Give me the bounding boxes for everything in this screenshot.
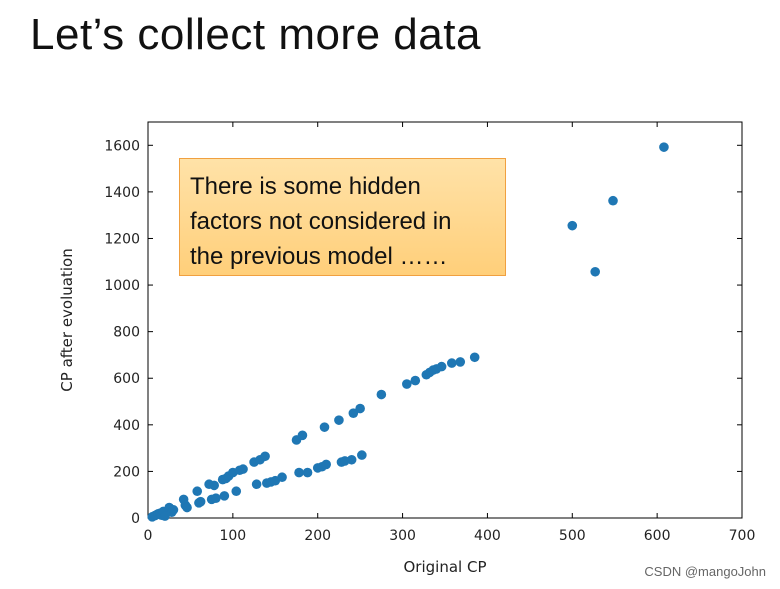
data-point: [376, 389, 387, 400]
data-point: [231, 486, 242, 497]
watermark: CSDN @mangoJohn: [644, 564, 766, 579]
y-tick-label: 1400: [104, 185, 140, 201]
slide-title: Let’s collect more data: [30, 10, 481, 59]
y-tick-label: 200: [113, 464, 140, 480]
data-point: [346, 454, 357, 465]
y-tick-label: 1000: [104, 278, 140, 294]
data-points: [147, 142, 669, 522]
x-tick-label: 100: [219, 528, 246, 544]
data-point: [334, 415, 344, 425]
data-point: [402, 379, 412, 389]
data-point: [436, 361, 447, 372]
data-point: [357, 450, 367, 460]
callout-line-2: factors not considered in: [190, 208, 452, 235]
callout-line-3: the previous model ……: [190, 243, 448, 270]
data-point: [182, 502, 192, 513]
data-point: [469, 352, 480, 363]
data-point: [297, 430, 308, 441]
x-tick-label: 200: [304, 528, 331, 544]
x-tick-label: 600: [644, 528, 671, 544]
data-point: [219, 491, 230, 501]
data-point: [260, 451, 270, 462]
data-point: [294, 467, 304, 478]
data-point: [348, 408, 359, 418]
y-tick-label: 1200: [104, 231, 140, 247]
data-point: [277, 472, 287, 483]
data-point: [251, 479, 262, 490]
x-tick-label: 500: [559, 528, 586, 544]
data-point: [238, 464, 248, 474]
y-axis-label: CP after evoluation: [58, 248, 76, 391]
data-point: [192, 486, 203, 497]
data-point: [319, 422, 330, 432]
callout-box: There is some hidden factors not conside…: [179, 158, 506, 276]
data-point: [211, 493, 221, 504]
x-tick-label: 0: [144, 528, 153, 544]
plot-frame: [147, 121, 743, 519]
data-point: [567, 220, 578, 231]
y-tick-label: 400: [113, 418, 140, 434]
y-tick-label: 0: [131, 511, 140, 527]
x-tick-label: 300: [389, 528, 416, 544]
data-point: [446, 358, 457, 368]
x-tick-label: 400: [474, 528, 501, 544]
data-point: [195, 496, 206, 507]
data-point: [410, 375, 421, 386]
axis-ticks: 0 100 200 300 400 500 600 700 0 200 400 600 800 1000 1…: [104, 122, 755, 544]
x-axis-label: Original CP: [404, 558, 487, 576]
data-point: [455, 357, 466, 367]
x-tick-label: 700: [729, 528, 756, 544]
callout-line-1: There is some hidden: [190, 173, 421, 200]
data-point: [355, 403, 365, 414]
y-tick-label: 600: [113, 371, 140, 387]
y-tick-label: 1600: [104, 138, 140, 154]
data-point: [302, 467, 313, 478]
data-point: [209, 480, 219, 491]
data-point: [608, 195, 618, 206]
plot-frame-border: [147, 121, 743, 519]
data-point: [659, 142, 669, 152]
data-point: [590, 266, 600, 277]
data-point: [168, 505, 179, 515]
y-tick-label: 800: [113, 325, 140, 341]
data-point: [321, 459, 332, 470]
